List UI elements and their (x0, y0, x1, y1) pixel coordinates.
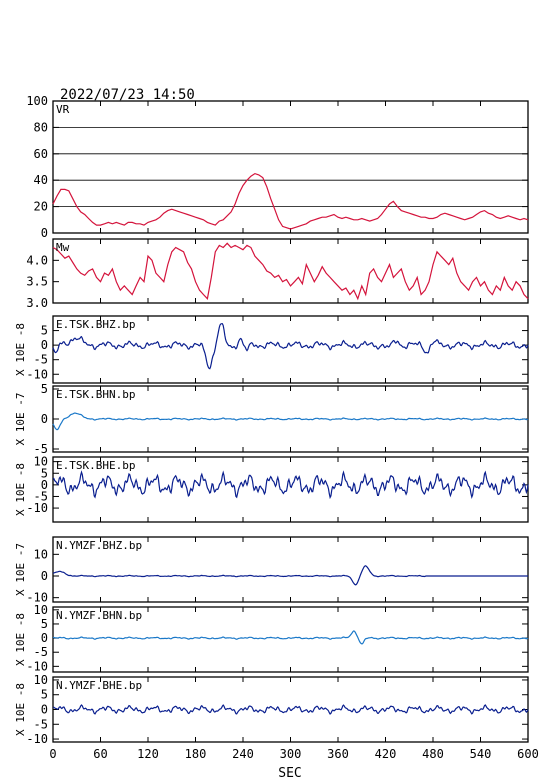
x-tick-label: 240 (232, 747, 254, 761)
panel-label: E.TSK.BHZ.bp (56, 318, 135, 331)
series-line (53, 470, 529, 500)
series-line (53, 704, 529, 715)
panel-vr: 0 20 40 60 80 100 VR (26, 94, 529, 240)
y-tick-label: 5 (41, 617, 48, 631)
panel-n-ymzf-bhz-bp: -10 0 10 X 10E -7 N.YMZF.BHZ.bp (14, 536, 529, 605)
y-tick-label: 80 (34, 120, 48, 134)
panel-e-tsk-bhz-bp: -10-505 X 10E -8 E.TSK.BHZ.bp (14, 315, 529, 384)
y-axis-unit-label: X 10E -8 (14, 683, 27, 736)
x-tick-label: 0 (49, 747, 56, 761)
y-tick-label: 0 (41, 478, 48, 492)
panel-label: N.YMZF.BHN.bp (56, 609, 142, 622)
x-tick-label: 420 (375, 747, 397, 761)
y-tick-label: 100 (26, 94, 48, 108)
y-tick-label: 0 (41, 226, 48, 240)
y-tick-label: 5 (41, 688, 48, 702)
y-tick-label: 0 (41, 631, 48, 645)
x-tick-label: 480 (422, 747, 444, 761)
x-tick-label: 60 (93, 747, 107, 761)
y-tick-label: -10 (26, 367, 48, 381)
y-tick-label: -5 (34, 717, 48, 731)
y-axis-unit-label: X 10E -8 (14, 323, 27, 376)
y-tick-label: 0 (41, 569, 48, 583)
panel-frame (52, 100, 529, 234)
y-tick-label: -5 (34, 442, 48, 456)
y-tick-label: 5 (41, 324, 48, 338)
series-line (53, 630, 529, 645)
panel-mw: 3.0 3.5 4.0 Mw (26, 238, 529, 310)
y-tick-label: 10 (34, 603, 48, 617)
y-tick-label: 0 (41, 703, 48, 717)
y-tick-label: 3.5 (26, 275, 48, 289)
x-axis-label: SEC (278, 766, 301, 781)
x-tick-label: 180 (185, 747, 207, 761)
y-tick-label: -5 (34, 353, 48, 367)
series-line (52, 172, 529, 230)
y-tick-label: 3.0 (26, 296, 48, 310)
x-tick-label: 120 (137, 747, 159, 761)
y-tick-label: 5 (41, 466, 48, 480)
panel-label: E.TSK.BHE.bp (56, 459, 135, 472)
datetime-header: 2022/07/23 14:50 (60, 87, 195, 103)
panel-label: Mw (56, 241, 70, 254)
panel-label: E.TSK.BHN.bp (56, 388, 135, 401)
y-axis-unit-label: X 10E -7 (14, 393, 27, 446)
x-tick-label: 540 (470, 747, 492, 761)
x-tick-label: 300 (280, 747, 302, 761)
y-tick-label: -10 (26, 591, 48, 605)
series-line (52, 242, 529, 301)
panel-label: N.YMZF.BHE.bp (56, 679, 142, 692)
series-line (52, 412, 529, 431)
y-tick-label: 4.0 (26, 253, 48, 267)
y-tick-label: -10 (26, 659, 48, 673)
panel-e-tsk-bhn-bp: -5 0 5 X 10E -7 E.TSK.BHN.bp (14, 382, 529, 456)
y-tick-label: 40 (34, 173, 48, 187)
x-tick-label: 600 (517, 747, 539, 761)
y-tick-label: 10 (34, 455, 48, 469)
panel-label: N.YMZF.BHZ.bp (56, 539, 142, 552)
y-axis-unit-label: X 10E -7 (14, 543, 27, 596)
y-tick-label: -5 (34, 489, 48, 503)
panel-label: VR (56, 103, 70, 116)
x-tick-label: 360 (327, 747, 349, 761)
series-line (52, 323, 529, 370)
y-axis-unit-label: X 10E -8 (14, 463, 27, 516)
y-tick-label: 0 (41, 412, 48, 426)
y-tick-label: 10 (34, 673, 48, 687)
y-tick-label: 10 (34, 547, 48, 561)
y-tick-label: -10 (26, 501, 48, 515)
y-tick-label: -5 (34, 645, 48, 659)
y-axis-unit-label: X 10E -8 (14, 613, 27, 666)
y-tick-label: 60 (34, 147, 48, 161)
series-line (52, 565, 528, 586)
y-tick-label: 5 (41, 382, 48, 396)
y-tick-label: 0 (41, 338, 48, 352)
y-tick-label: 20 (34, 200, 48, 214)
y-tick-label: -10 (26, 732, 48, 746)
